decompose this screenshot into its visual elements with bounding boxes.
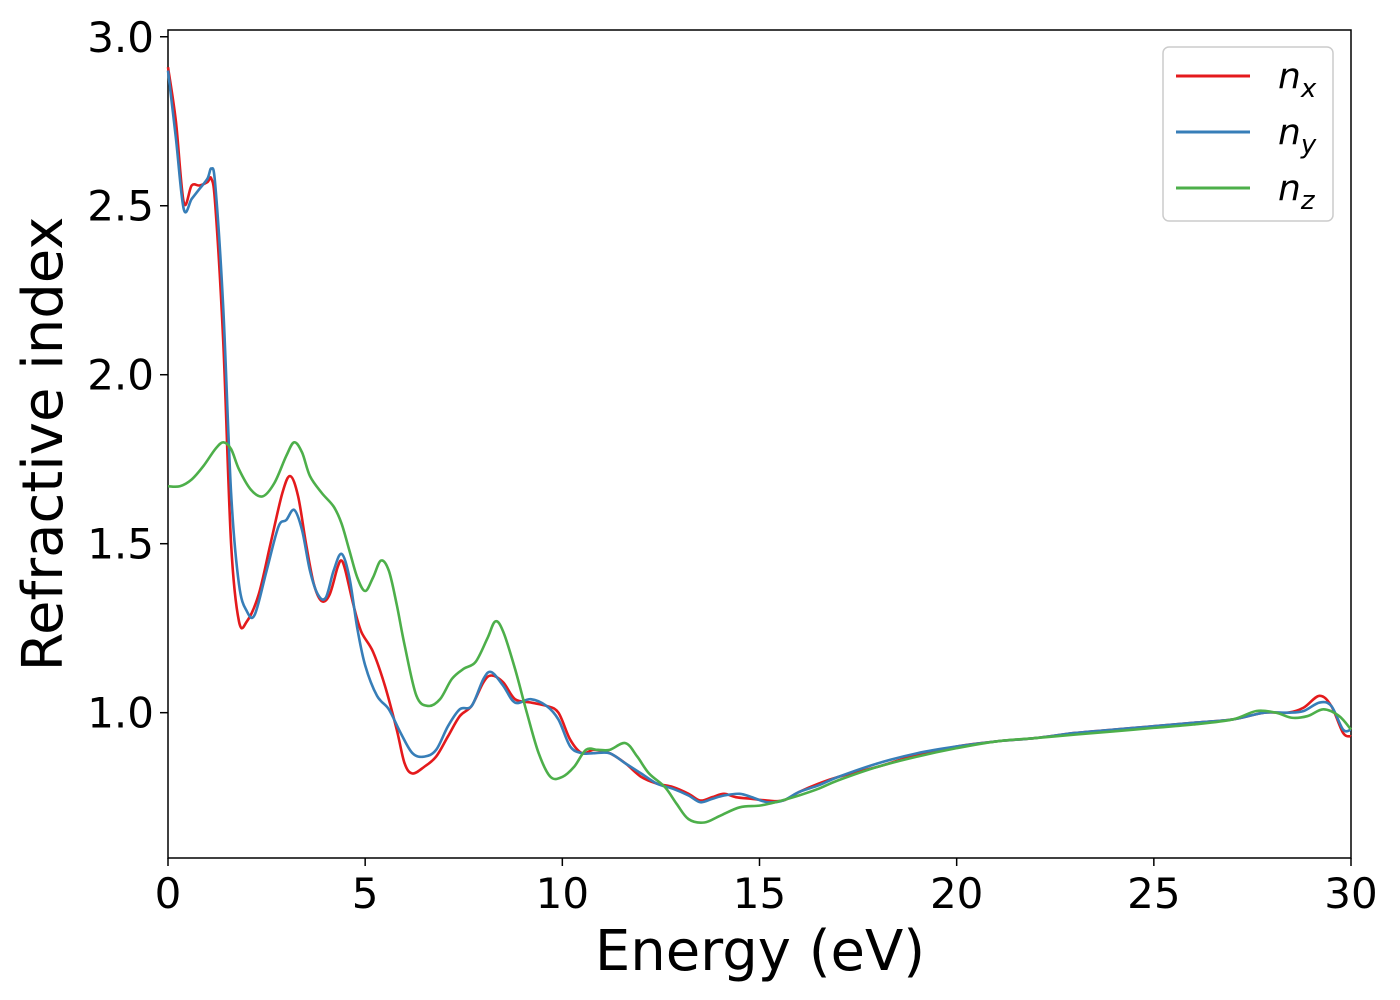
x-tick-label: 15 bbox=[733, 869, 786, 918]
legend-label-base: n bbox=[1278, 112, 1301, 153]
y-tick-label: 1.0 bbox=[87, 689, 154, 738]
y-tick-label: 1.5 bbox=[87, 520, 154, 569]
series-line-n-z bbox=[167, 441, 1353, 824]
y-tick-label: 2.0 bbox=[87, 351, 154, 400]
legend-label-subscript: x bbox=[1300, 74, 1317, 104]
y-tick-label: 2.5 bbox=[87, 182, 154, 231]
legend-label-subscript: y bbox=[1300, 130, 1317, 160]
x-tick-label: 0 bbox=[155, 869, 182, 918]
y-axis: 1.0 1.5 2.0 2.5 3.0 bbox=[87, 13, 168, 738]
x-tick-label: 25 bbox=[1127, 869, 1180, 918]
x-axis: 0 5 10 15 20 25 30 bbox=[155, 858, 1378, 918]
legend-box bbox=[1162, 46, 1334, 222]
y-axis-label: Refractive index bbox=[11, 217, 76, 672]
legend-label: nz bbox=[1278, 168, 1316, 216]
x-tick-label: 5 bbox=[352, 869, 379, 918]
legend-label: nx bbox=[1278, 56, 1317, 104]
legend-label-subscript: z bbox=[1300, 186, 1316, 216]
y-tick-label: 3.0 bbox=[87, 13, 154, 62]
x-tick-label: 30 bbox=[1324, 869, 1377, 918]
legend-label-base: n bbox=[1278, 56, 1301, 97]
series-layer bbox=[166, 66, 1353, 824]
x-tick-label: 20 bbox=[930, 869, 983, 918]
legend-label-base: n bbox=[1278, 168, 1301, 209]
legend-label: ny bbox=[1278, 112, 1317, 160]
x-axis-label: Energy (eV) bbox=[595, 919, 925, 984]
x-tick-label: 10 bbox=[536, 869, 589, 918]
